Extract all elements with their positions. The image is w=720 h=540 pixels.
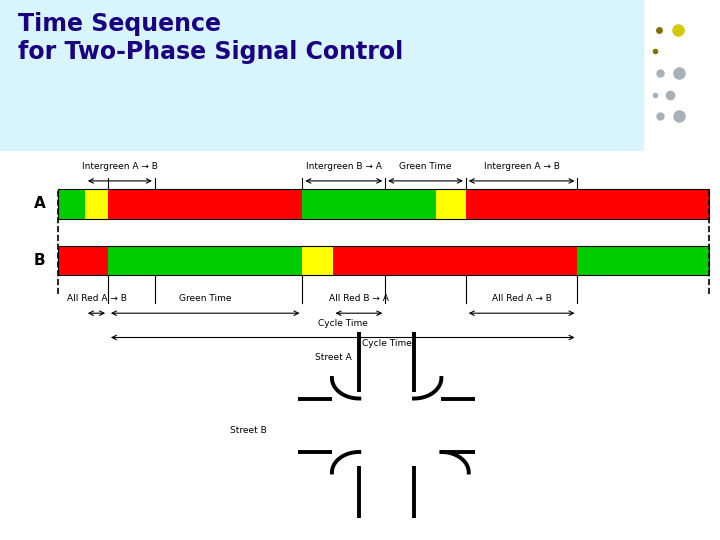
Text: Green Time: Green Time xyxy=(179,294,231,303)
Bar xyxy=(436,189,466,219)
Bar xyxy=(58,189,709,219)
Bar xyxy=(58,189,709,219)
Text: Intergreen A → B: Intergreen A → B xyxy=(82,162,158,171)
Bar xyxy=(577,246,709,275)
Bar xyxy=(58,246,709,275)
Bar xyxy=(108,189,302,219)
Text: Cycle Time: Cycle Time xyxy=(318,319,368,328)
Bar xyxy=(58,246,108,275)
Text: All Red A → B: All Red A → B xyxy=(66,294,127,303)
Text: Street A: Street A xyxy=(315,353,351,362)
Text: Green Time: Green Time xyxy=(400,162,451,171)
Text: Cycle Time: Cycle Time xyxy=(361,339,412,348)
Bar xyxy=(302,246,333,275)
Bar xyxy=(466,189,709,219)
Text: B: B xyxy=(34,253,45,268)
Text: All Red A → B: All Red A → B xyxy=(492,294,552,303)
Text: Time Sequence: Time Sequence xyxy=(18,12,221,36)
Bar xyxy=(58,246,709,275)
Bar xyxy=(302,189,436,219)
Text: Intergreen A → B: Intergreen A → B xyxy=(484,162,559,171)
Bar xyxy=(85,189,108,219)
Text: Intergreen B → A: Intergreen B → A xyxy=(306,162,382,171)
Bar xyxy=(333,246,577,275)
Text: for Two-Phase Signal Control: for Two-Phase Signal Control xyxy=(18,40,403,64)
Text: All Red B → A: All Red B → A xyxy=(329,294,389,303)
Text: Street B: Street B xyxy=(230,426,267,435)
Bar xyxy=(108,246,302,275)
Text: A: A xyxy=(34,197,45,211)
Bar xyxy=(58,189,85,219)
Bar xyxy=(0,0,644,151)
